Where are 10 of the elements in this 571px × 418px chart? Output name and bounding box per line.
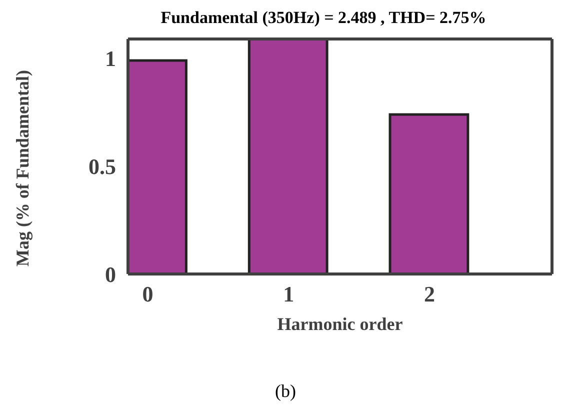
text: (b) <box>274 380 297 402</box>
x-tick-label: 2 <box>424 282 435 307</box>
x-tick-label: 0 <box>142 282 154 307</box>
chart-title: Fundamental (350Hz) = 2.489 , THD= 2.75% <box>160 8 488 28</box>
x-axis-title: Harmonic order <box>277 314 403 334</box>
y-tick-label: 1 <box>105 46 116 72</box>
y-axis-title: Mag (% of Fundamental) <box>12 70 32 266</box>
y-tick-label: 0.5 <box>88 154 116 180</box>
x-tick-label: 1 <box>283 282 294 307</box>
y-tick-label: 0 <box>105 262 116 287</box>
